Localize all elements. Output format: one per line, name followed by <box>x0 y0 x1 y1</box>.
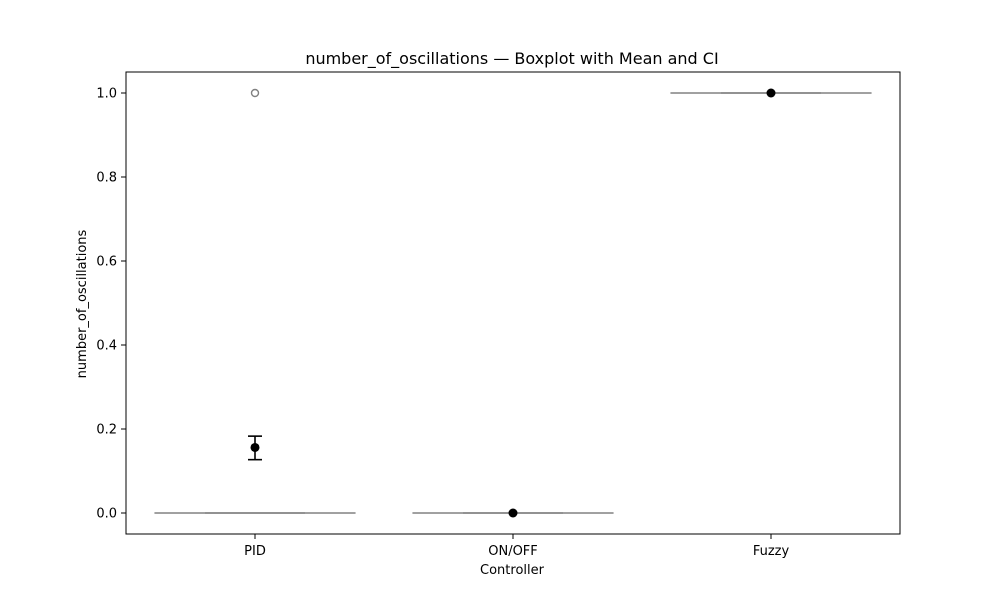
y-tick-label: 0.4 <box>96 339 117 354</box>
chart-title: number_of_oscillations — Boxplot with Me… <box>305 49 718 69</box>
mean-group <box>766 88 776 98</box>
x-tick-label: ON/OFF <box>488 544 538 559</box>
x-tick-label: Fuzzy <box>753 544 790 559</box>
y-tick-label: 1.0 <box>96 87 117 102</box>
y-tick-label: 0.6 <box>96 255 117 270</box>
mean-point <box>250 442 260 452</box>
plot-frame <box>125 71 901 535</box>
mean-group <box>248 435 262 461</box>
box-group <box>154 88 356 514</box>
y-tick-label: 0.8 <box>96 171 117 186</box>
x-axis-label: Controller <box>480 563 545 578</box>
mean-group <box>508 508 518 518</box>
mean-point <box>508 508 518 518</box>
outlier-point <box>250 88 260 98</box>
x-tick-label: PID <box>244 544 266 559</box>
chart-marks <box>154 88 872 518</box>
y-axis-label: number_of_oscillations <box>75 229 90 378</box>
y-tick-label: 0.2 <box>96 423 117 438</box>
y-tick-label: 0.0 <box>96 507 117 522</box>
chart-axes: 0.0 0.2 0.4 0.6 0.8 1.0 PID ON/OFF Fuzzy <box>96 71 901 559</box>
mean-point <box>766 88 776 98</box>
